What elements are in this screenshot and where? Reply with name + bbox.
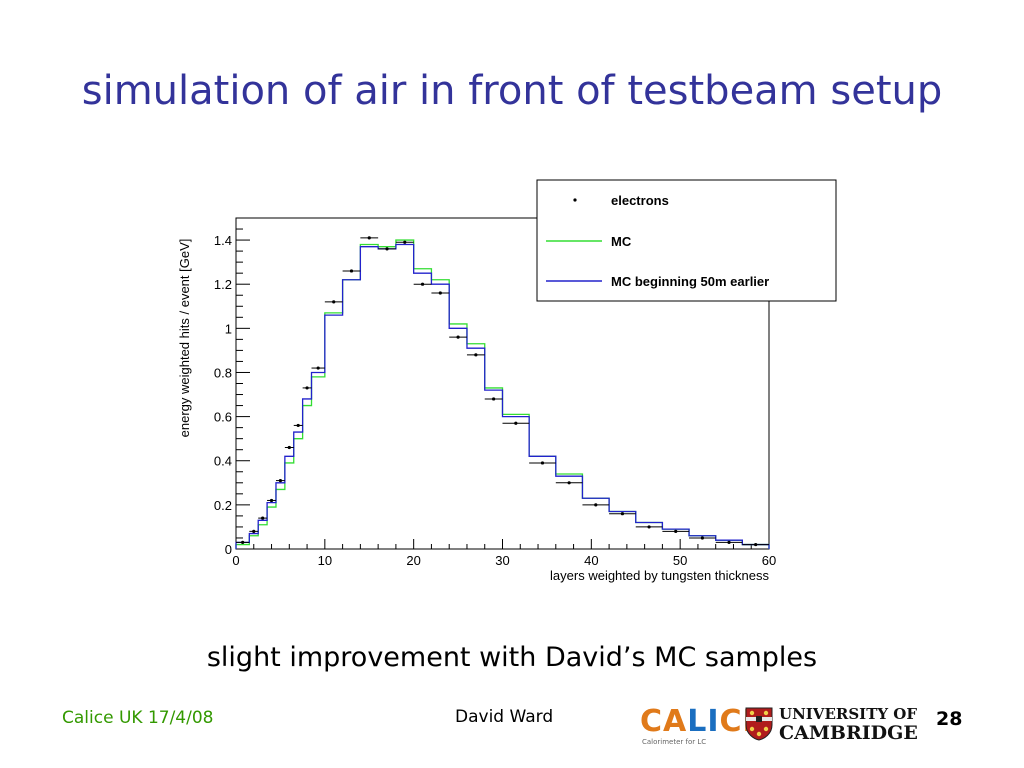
y-tick-label: 1.2 bbox=[214, 277, 232, 292]
electron-data-point bbox=[278, 478, 283, 483]
electron-data-point bbox=[647, 525, 651, 529]
electron-data-point bbox=[261, 516, 265, 520]
electron-data-point bbox=[296, 423, 300, 428]
histogram-line-mc-beginning-50m-earlier bbox=[235, 243, 770, 549]
page-number: 28 bbox=[936, 708, 963, 730]
cambridge-logo-line1: UNIVERSITY OF bbox=[779, 705, 918, 723]
series-layer bbox=[235, 236, 770, 549]
y-tick-label: 0.8 bbox=[214, 365, 232, 380]
electron-data-point bbox=[269, 498, 274, 503]
axis-ticks: 0 10 20 30 40 50 60 0 0.2 0.4 0.6 0.8 1 1.2 1.4 bbox=[214, 217, 776, 568]
x-tick-label: 20 bbox=[406, 553, 420, 568]
electron-data-point bbox=[252, 529, 256, 533]
electron-data-point bbox=[349, 269, 354, 273]
electron-data-point bbox=[420, 282, 425, 286]
electron-data-point bbox=[540, 461, 545, 465]
electron-data-point bbox=[674, 529, 678, 533]
x-tick-label: 50 bbox=[673, 553, 687, 568]
electron-data-point bbox=[456, 335, 460, 339]
footer-author: David Ward bbox=[455, 707, 554, 727]
electron-data-point bbox=[727, 540, 731, 544]
calice-logo: CALICE Calorimeter for LC bbox=[640, 704, 763, 748]
calice-letters-li: LI bbox=[687, 704, 720, 739]
electron-data-point bbox=[241, 540, 245, 544]
electron-data-point bbox=[385, 247, 389, 251]
x-tick-label: 0 bbox=[232, 553, 239, 568]
x-tick-label: 40 bbox=[584, 553, 598, 568]
x-tick-label: 10 bbox=[318, 553, 332, 568]
slide-caption: slight improvement with David’s MC sampl… bbox=[206, 642, 818, 673]
slide-title: simulation of air in front of testbeam s… bbox=[81, 68, 943, 114]
electron-data-point bbox=[403, 240, 407, 244]
electron-data-point bbox=[287, 445, 291, 450]
footer-event: Calice UK 17/4/08 bbox=[62, 708, 214, 728]
electron-data-point bbox=[316, 366, 320, 370]
electron-data-point bbox=[514, 421, 518, 425]
y-tick-label: 0.2 bbox=[214, 498, 232, 513]
calice-logo-letters: CALICE bbox=[640, 704, 764, 739]
electron-data-point bbox=[492, 397, 496, 401]
y-tick-label: 1.4 bbox=[214, 233, 232, 248]
legend: electrons MC MC beginning 50m earlier bbox=[536, 179, 837, 302]
y-tick-label: 1 bbox=[225, 321, 232, 336]
legend-label: MC beginning 50m earlier bbox=[611, 274, 769, 289]
y-tick-label: 0.6 bbox=[214, 410, 232, 425]
legend-marker-electrons bbox=[573, 198, 577, 202]
electron-data-point bbox=[332, 300, 336, 304]
cambridge-logo: UNIVERSITY OF CAMBRIDGE bbox=[745, 705, 925, 745]
calice-logo-subtitle: Calorimeter for LC bbox=[642, 738, 707, 746]
electron-data-point bbox=[620, 512, 625, 516]
electron-data-point bbox=[367, 236, 371, 240]
electron-data-point bbox=[700, 536, 704, 540]
x-tick-label: 30 bbox=[495, 553, 509, 568]
calice-letters-ca: CA bbox=[640, 704, 688, 739]
electron-data-point bbox=[567, 481, 571, 485]
electron-data-point bbox=[474, 353, 478, 357]
x-axis-label: layers weighted by tungsten thickness bbox=[550, 568, 769, 583]
legend-label: MC bbox=[611, 234, 632, 249]
electron-data-point bbox=[438, 291, 442, 295]
cambridge-logo-line2: CAMBRIDGE bbox=[779, 722, 918, 744]
y-tick-label: 0 bbox=[225, 542, 232, 557]
electron-data-point bbox=[305, 386, 309, 390]
y-tick-label: 0.4 bbox=[214, 454, 232, 469]
legend-label: electrons bbox=[611, 193, 669, 208]
cambridge-shield-icon bbox=[745, 707, 773, 741]
y-axis-label: energy weighted hits / event [GeV] bbox=[177, 239, 192, 438]
x-tick-label: 60 bbox=[762, 553, 776, 568]
electron-data-point bbox=[594, 503, 598, 507]
electron-data-point bbox=[754, 542, 758, 547]
